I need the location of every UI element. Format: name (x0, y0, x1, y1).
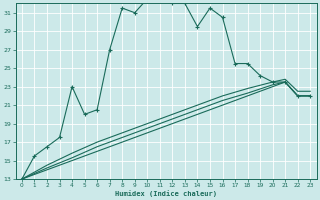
X-axis label: Humidex (Indice chaleur): Humidex (Indice chaleur) (115, 190, 217, 197)
